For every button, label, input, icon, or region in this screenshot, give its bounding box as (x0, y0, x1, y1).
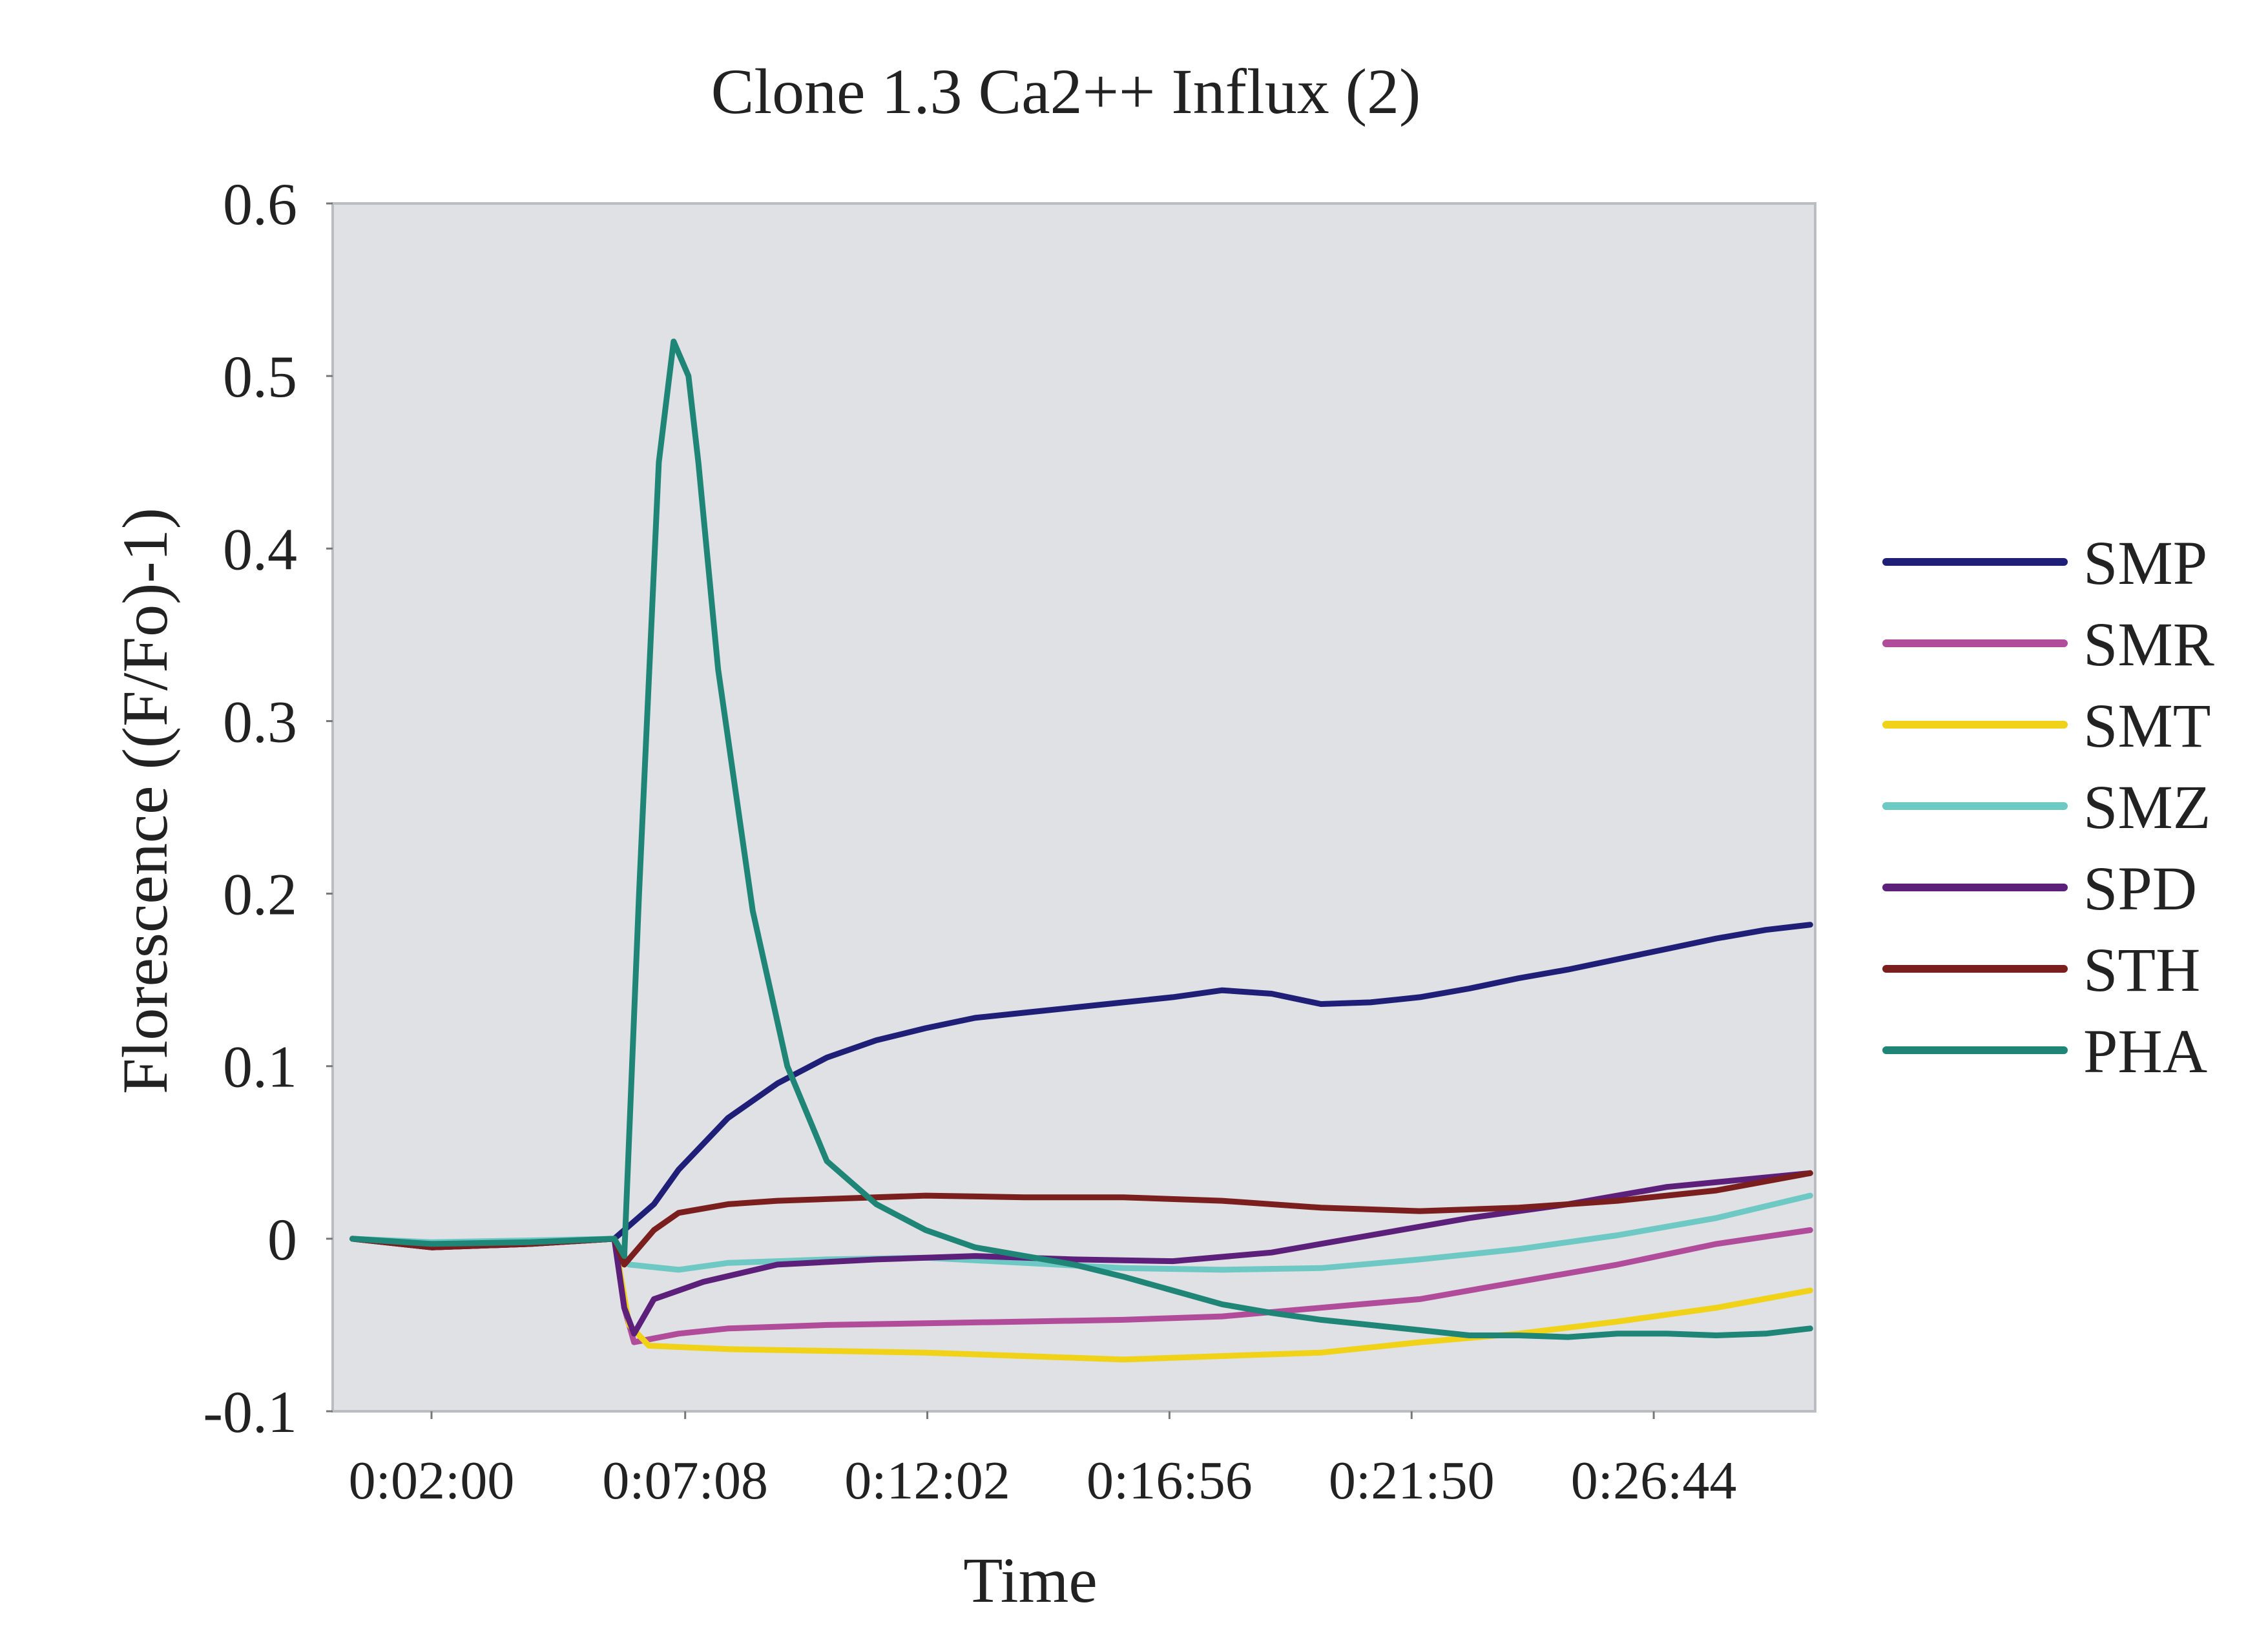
legend-label-pha: PHA (2083, 1017, 2207, 1086)
legend-label-spd: SPD (2083, 854, 2197, 923)
x-tick-label: 0:02:00 (349, 1451, 515, 1511)
legend-label-smr: SMR (2083, 610, 2214, 679)
y-tick-label: 0.5 (223, 344, 297, 409)
y-tick-label: -0.1 (203, 1379, 297, 1445)
x-tick-label: 0:07:08 (602, 1451, 768, 1511)
x-tick-label: 0:26:44 (1571, 1451, 1737, 1511)
series-line-pha (349, 338, 1813, 1340)
x-tick-label: 0:12:02 (844, 1451, 1010, 1511)
legend-label-smz: SMZ (2083, 772, 2211, 842)
plot-layer: -0.1 0 0.1 0.2 0.3 0.4 0.5 0.6 0:02:00 0:07:08 0:1… (203, 171, 2214, 1511)
y-tick-label: 0.3 (223, 689, 297, 754)
x-axis-label: Time (963, 1544, 1098, 1616)
y-tick-label: 0.1 (223, 1034, 297, 1100)
x-tick-label: 0:21:50 (1329, 1451, 1495, 1511)
y-tick-label: 0.6 (223, 171, 297, 237)
y-tick-label: 0.4 (223, 516, 297, 582)
y-tick-label: 0.2 (223, 862, 297, 927)
x-tick-label: 0:16:56 (1087, 1451, 1253, 1511)
y-tick-label: 0 (267, 1207, 297, 1272)
series-line-smp (349, 922, 1813, 1250)
plot-area (331, 202, 1816, 1413)
chart-title: Clone 1.3 Ca2++ Influx (2) (711, 56, 1421, 127)
legend-label-sth: STH (2083, 935, 2200, 1004)
y-axis-label: Florescence ((F/Fo)-1) (109, 508, 181, 1094)
legend-label-smp: SMP (2083, 528, 2207, 597)
legend-label-smt: SMT (2083, 691, 2211, 760)
